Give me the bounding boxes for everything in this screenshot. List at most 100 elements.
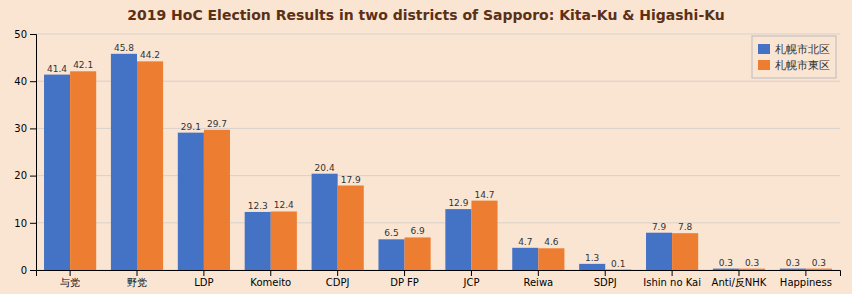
tick-mark — [30, 34, 36, 35]
tick-mark — [805, 270, 806, 276]
tick-label: 40 — [14, 76, 27, 87]
bar — [338, 186, 364, 270]
bar — [739, 269, 765, 270]
data-label: 1.3 — [585, 253, 599, 263]
data-label: 7.8 — [678, 222, 693, 232]
legend-swatch — [758, 60, 770, 70]
data-label: 4.6 — [544, 237, 559, 247]
bar — [245, 212, 271, 270]
tick-mark — [270, 270, 271, 276]
tick-label: 30 — [14, 123, 27, 134]
data-label: 45.8 — [114, 43, 134, 53]
bar — [178, 133, 204, 270]
tick: Reiwa — [523, 270, 553, 288]
tick-label: CDPJ — [326, 277, 350, 288]
tick-label: Anti/反NHK — [712, 277, 767, 288]
bar — [312, 174, 338, 270]
data-label: 0.3 — [745, 258, 759, 268]
grid-line — [36, 34, 840, 35]
tick-mark — [605, 270, 606, 276]
data-label: 12.3 — [248, 201, 268, 211]
y-axis: 0 10 20 30 40 50 — [14, 29, 36, 276]
grid — [36, 34, 840, 270]
data-label: 0.1 — [611, 259, 625, 269]
bar — [605, 269, 631, 270]
data-labels: 41.445.829.112.320.46.512.94.71.37.90.30… — [47, 43, 826, 269]
title: 2019 HoC Election Results in two distric… — [127, 7, 725, 23]
legend: 札幌市北区札幌市東区 — [752, 36, 836, 78]
bar — [70, 71, 96, 270]
background — [0, 0, 852, 294]
tick-label: 0 — [21, 265, 27, 276]
tick-mark — [30, 176, 36, 177]
tick-mark — [337, 270, 338, 276]
tick-mark — [30, 81, 36, 82]
bar — [672, 233, 698, 270]
data-label: 29.7 — [207, 119, 227, 129]
bar — [579, 264, 605, 270]
bar — [44, 75, 70, 270]
bar — [378, 239, 404, 270]
data-label: 41.4 — [47, 64, 67, 74]
bar — [204, 130, 230, 270]
tick: JCP — [462, 270, 479, 288]
tick-label: Komeito — [250, 277, 291, 288]
bar — [512, 248, 538, 270]
tick-label: 野党 — [127, 277, 147, 288]
data-label: 14.7 — [474, 190, 494, 200]
tick: Ishin no Kai — [643, 270, 701, 288]
data-label: 29.1 — [181, 122, 201, 132]
data-label: 44.2 — [140, 50, 160, 60]
data-label: 20.4 — [315, 163, 335, 173]
legend-item: 札幌市北区 — [758, 43, 830, 56]
legend-swatch — [758, 44, 770, 54]
tick: 0 — [21, 265, 36, 276]
tick: SDPJ — [594, 270, 617, 288]
tick-label: DP FP — [390, 277, 419, 288]
tick: 30 — [14, 123, 36, 134]
tick-mark — [30, 223, 36, 224]
tick-mark — [30, 270, 36, 271]
bar — [806, 269, 832, 270]
tick-mark — [404, 270, 405, 276]
legend-label: 札幌市東区 — [775, 59, 830, 72]
data-label: 42.1 — [73, 60, 93, 70]
data-label: 0.3 — [786, 258, 800, 268]
tick: 40 — [14, 76, 36, 87]
legend-frame — [752, 36, 836, 78]
tick: 20 — [14, 170, 36, 181]
bar — [405, 237, 431, 270]
data-label: 0.3 — [719, 258, 733, 268]
tick-label: 50 — [14, 29, 27, 40]
data-label: 12.4 — [274, 200, 294, 210]
tick-mark — [738, 270, 739, 276]
tick: Komeito — [250, 270, 291, 288]
legend-label: 札幌市北区 — [775, 43, 830, 56]
x-axis: 与党 野党 LDP Komeito CDPJ DP FP JCP Reiwa SDPJ Ishin… — [37, 270, 841, 288]
bars — [44, 54, 832, 270]
bar — [713, 269, 739, 270]
tick-label: 20 — [14, 170, 27, 181]
tick-mark — [672, 270, 673, 276]
bar — [111, 54, 137, 270]
data-label: 7.9 — [652, 222, 667, 232]
legend-item: 札幌市東区 — [758, 59, 830, 72]
tick: LDP — [194, 270, 213, 288]
tick: Happiness — [780, 270, 832, 288]
tick-mark — [30, 128, 36, 129]
tick: 10 — [14, 218, 36, 229]
data-label: 6.9 — [410, 226, 425, 236]
tick: 与党 — [60, 270, 80, 288]
tick-mark — [70, 270, 71, 276]
tick-label: LDP — [194, 277, 213, 288]
bar — [646, 233, 672, 270]
bar — [538, 248, 564, 270]
axis-line — [30, 35, 37, 271]
tick-mark — [538, 270, 539, 276]
tick: CDPJ — [326, 270, 350, 288]
tick-label: 10 — [14, 218, 27, 229]
tick-label: SDPJ — [594, 277, 617, 288]
tick-mark — [137, 270, 138, 276]
data-label: 0.3 — [812, 258, 826, 268]
bar — [271, 211, 297, 270]
